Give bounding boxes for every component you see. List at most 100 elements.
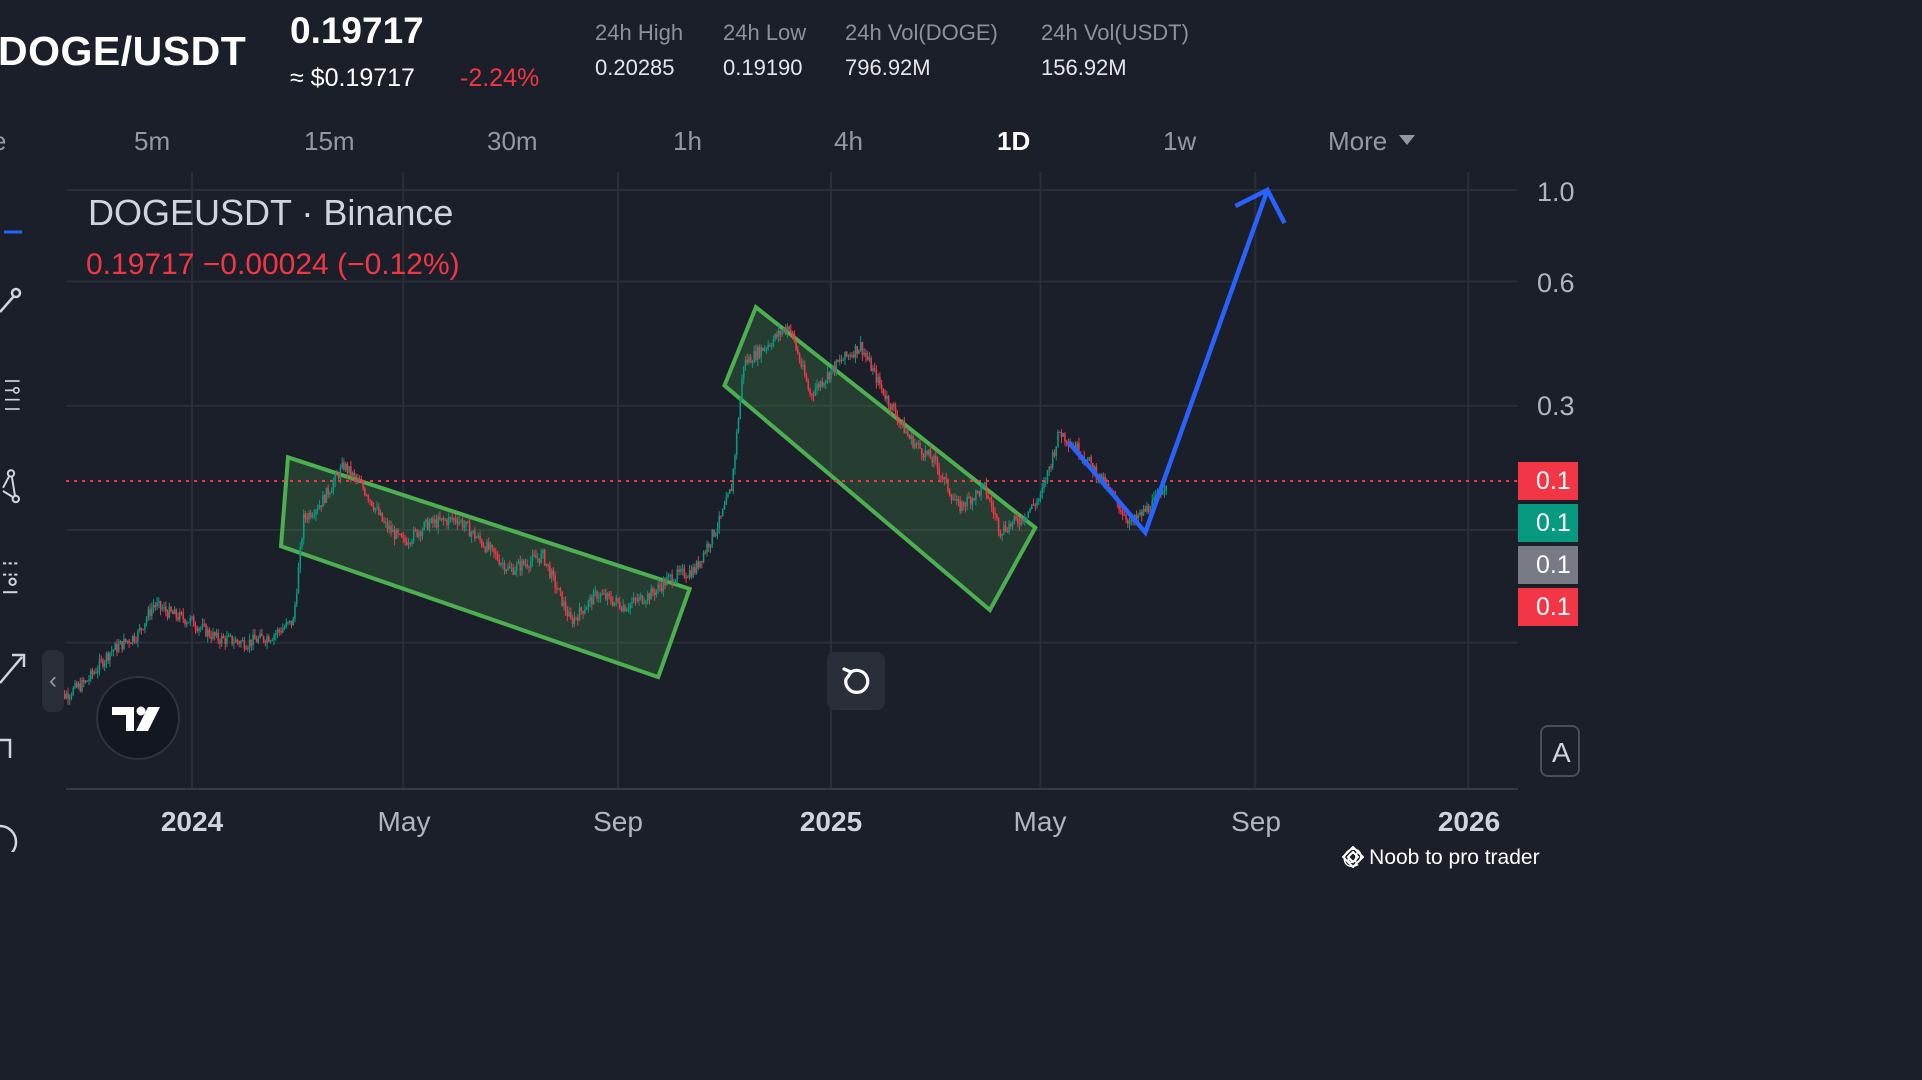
tf-1h[interactable]: 1h: [673, 126, 702, 156]
candle-body: [170, 606, 172, 612]
candle: [271, 637, 274, 642]
candle-body: [610, 596, 612, 602]
candle-body: [96, 670, 99, 673]
candle-body: [130, 642, 132, 644]
candle-body: [1044, 481, 1047, 483]
candle-body: [900, 421, 902, 424]
candle-body: [681, 568, 684, 570]
pair-title[interactable]: DOGE/USDT: [0, 28, 247, 74]
candle-body: [549, 565, 551, 578]
candle: [552, 567, 555, 581]
candle-body: [512, 567, 515, 575]
candle-body: [618, 602, 621, 609]
tf-15m[interactable]: 15m: [304, 126, 355, 156]
candle-body: [905, 431, 907, 434]
candle: [863, 348, 865, 358]
fib-icon[interactable]: [0, 377, 30, 417]
candle-body: [996, 514, 998, 519]
candle-body: [687, 577, 689, 579]
tf-1d[interactable]: 1D: [997, 126, 1031, 156]
candle-body: [212, 632, 214, 639]
candle: [1025, 516, 1028, 522]
candle: [222, 633, 225, 639]
reset-chart-button[interactable]: [827, 652, 885, 710]
candle: [442, 516, 445, 526]
settings-icon-partial[interactable]: [0, 812, 30, 852]
candle: [845, 350, 848, 358]
candle-body: [302, 513, 305, 540]
candle-body: [847, 355, 850, 357]
trendline-icon[interactable]: [0, 280, 30, 320]
tf-1w[interactable]: 1w: [1163, 126, 1197, 156]
collapse-toolbar-button[interactable]: ‹: [42, 650, 64, 712]
candle-body: [397, 529, 399, 534]
crosshair-icon[interactable]: [0, 212, 30, 252]
candle: [166, 609, 169, 621]
candle-body: [390, 525, 392, 533]
candle-body: [234, 639, 237, 643]
candle: [79, 677, 82, 693]
candle-body: [161, 608, 164, 610]
candle-body: [297, 567, 300, 594]
forecast-icon[interactable]: [0, 557, 30, 597]
candle-body: [275, 633, 277, 635]
candle-body: [966, 496, 968, 507]
candle: [920, 448, 923, 461]
tf-4h[interactable]: 4h: [834, 126, 863, 156]
candle: [594, 585, 597, 597]
candle-body: [1154, 495, 1157, 497]
y-tick-label: 0.3: [1537, 391, 1575, 421]
candle-body: [987, 495, 989, 499]
candle-body: [1144, 508, 1147, 512]
candle: [591, 594, 593, 611]
candle-body: [74, 682, 76, 688]
ohlc-legend: 0.19717 −0.00024 (−0.12%): [86, 248, 460, 281]
candle-body: [168, 606, 171, 618]
candle-body: [192, 616, 195, 627]
candle-body: [365, 494, 368, 496]
candle-body: [718, 515, 721, 529]
candle: [973, 497, 975, 502]
candle-body: [730, 489, 733, 492]
candle-body: [882, 388, 885, 395]
candle: [514, 566, 516, 576]
tf-30m[interactable]: 30m: [487, 126, 538, 156]
stat-vol-usdt-label: 24h Vol(USDT): [1041, 20, 1189, 45]
more-timeframes-button[interactable]: More: [1328, 126, 1416, 157]
candle-body: [582, 610, 584, 614]
candle-body: [315, 510, 317, 516]
candle: [671, 569, 673, 588]
candle-body: [500, 563, 502, 565]
candle: [559, 586, 562, 597]
candle-body: [472, 530, 474, 533]
candle: [130, 641, 132, 644]
y-tick-label: 1.0: [1537, 177, 1575, 207]
candle: [285, 618, 288, 629]
candle: [449, 516, 452, 523]
candle-body: [292, 618, 295, 626]
candle-body: [561, 591, 563, 606]
candle: [645, 600, 647, 608]
candle-body: [123, 638, 125, 650]
tf-5m[interactable]: 5m: [134, 126, 171, 156]
candle-body: [662, 579, 665, 592]
candle: [835, 359, 838, 376]
candle-body: [100, 659, 103, 661]
candle: [545, 563, 548, 568]
candle: [868, 352, 871, 363]
candle: [887, 394, 890, 411]
tradingview-logo[interactable]: [96, 676, 180, 760]
brush-icon[interactable]: [0, 728, 30, 768]
candle-body: [1120, 509, 1122, 512]
pattern-icon[interactable]: [0, 467, 30, 507]
auto-scale-button[interactable]: A: [1540, 725, 1580, 777]
candle: [1003, 521, 1005, 536]
candle: [302, 509, 305, 545]
candle-body: [1018, 523, 1021, 525]
candle-body: [622, 605, 625, 611]
tf-1m-partial[interactable]: e: [0, 126, 6, 157]
candle: [777, 324, 780, 343]
arrow-icon[interactable]: [0, 647, 30, 687]
candle-body: [1020, 517, 1023, 525]
price-chart[interactable]: [0, 0, 1568, 881]
